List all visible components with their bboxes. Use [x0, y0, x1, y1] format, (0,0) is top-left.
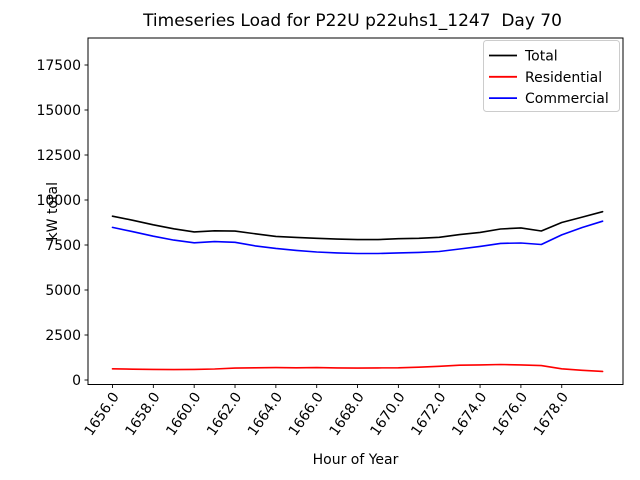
- x-tick-label: 1672.0: [408, 390, 449, 439]
- x-tick-label: 1658.0: [122, 390, 163, 439]
- x-tick-label: 1676.0: [490, 390, 531, 439]
- series-line-commercial: [111, 220, 604, 255]
- y-tick-label: 12500: [36, 148, 81, 164]
- x-tick-label: 1662.0: [204, 390, 245, 439]
- series-line-residential: [111, 363, 604, 373]
- chart-title: Timeseries Load for P22U p22uhs1_1247 Da…: [142, 11, 562, 31]
- x-tick-label: 1674.0: [449, 390, 490, 439]
- x-tick-label: 1660.0: [163, 390, 204, 439]
- x-tick-label: 1656.0: [82, 390, 123, 439]
- legend-box: [483, 40, 620, 112]
- y-tick-label: 17500: [36, 58, 81, 74]
- x-tick-label: 1666.0: [286, 390, 327, 439]
- axes-spines: [87, 37, 624, 385]
- y-axis-label: kW total: [45, 182, 61, 240]
- series-line-total: [111, 210, 604, 241]
- y-tick-label: 15000: [36, 103, 81, 119]
- legend-label-residential: Residential: [525, 70, 602, 86]
- y-tick-label: 10000: [36, 193, 81, 209]
- x-tick-label: 1668.0: [327, 390, 368, 439]
- x-axis-label: Hour of Year: [313, 452, 399, 468]
- x-tick-label: 1678.0: [531, 390, 572, 439]
- legend-label-commercial: Commercial: [525, 91, 609, 107]
- y-tick-label: 5000: [45, 283, 81, 299]
- x-tick-label: 1670.0: [367, 390, 408, 439]
- x-tick-label: 1664.0: [245, 390, 286, 439]
- legend-label-total: Total: [524, 49, 558, 65]
- y-tick-label: 0: [72, 373, 81, 389]
- y-tick-label: 2500: [45, 328, 81, 344]
- y-tick-label: 7500: [45, 238, 81, 254]
